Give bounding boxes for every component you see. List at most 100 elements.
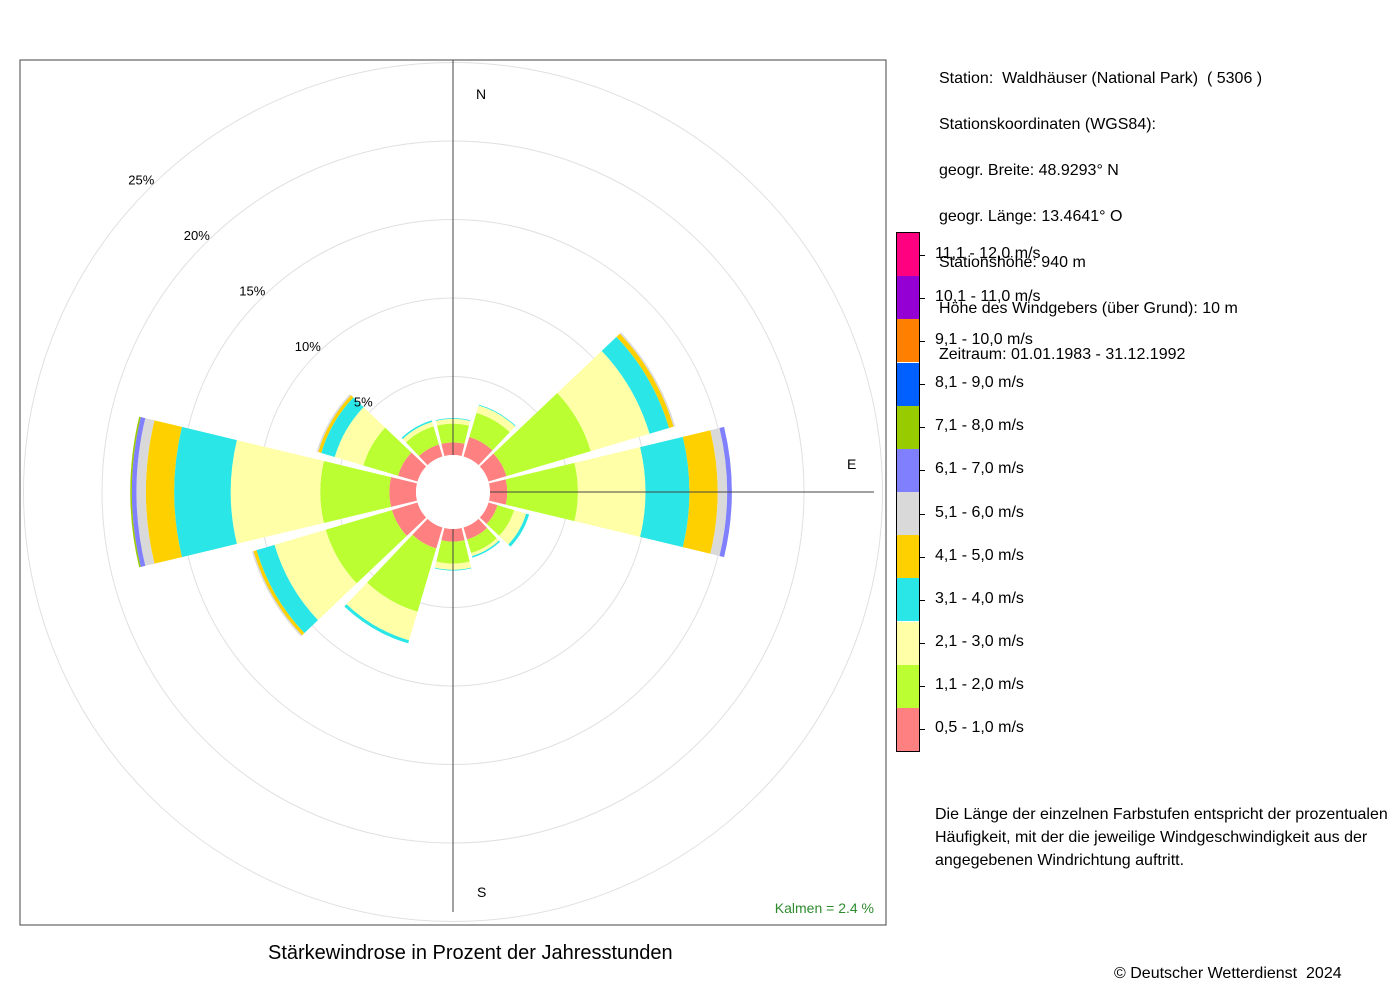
legend-label: 9,1 - 10,0 m/s (935, 330, 1033, 348)
legend-swatch (897, 233, 919, 277)
compass-n: N (476, 86, 486, 102)
wind-bar-60-class-3 (601, 336, 670, 434)
wind-bar-300-class-2 (334, 407, 386, 466)
legend-label: 6,1 - 7,0 m/s (935, 460, 1024, 478)
copyright: © Deutscher Wetterdienst 2024 (1114, 965, 1342, 982)
legend-swatch (897, 664, 919, 708)
legend-label: 8,1 - 9,0 m/s (935, 374, 1024, 392)
wind-bar-240-class-2 (274, 529, 357, 621)
wind-bar-240-class-1 (325, 510, 407, 584)
wind-bar-300-class-1 (363, 427, 412, 476)
legend-tick (920, 643, 925, 645)
wind-bar-30-class-2 (476, 405, 516, 433)
ring-labels: 5% 10% 15% 20% 25% (128, 172, 373, 409)
legend-label: 5,1 - 6,0 m/s (935, 503, 1024, 521)
legend-swatch (897, 362, 919, 406)
legend-tick (920, 599, 925, 601)
wind-bar-60-class-2 (557, 350, 650, 452)
legend-tick (920, 254, 925, 256)
legend-tick (920, 729, 925, 731)
legend-swatch (897, 621, 919, 665)
legend-swatch (897, 535, 919, 579)
time-period: Zeitraum: 01.01.1983 - 31.12.1992 (939, 346, 1186, 363)
wind-bar-180-class-3 (434, 567, 472, 571)
legend-tick (920, 297, 925, 299)
wind-bar-120-class-2 (499, 510, 527, 545)
legend-tick (920, 384, 925, 386)
legend-label: 1,1 - 2,0 m/s (935, 676, 1024, 694)
wind-bar-270-class-3 (174, 426, 237, 558)
wind-bar-300-class-4 (318, 395, 354, 453)
wind-bar-30-class-1 (469, 412, 510, 451)
wind-bar-330-class-2 (402, 421, 434, 443)
ring-label: 5% (354, 394, 373, 409)
wind-bar-270-class-0 (389, 477, 418, 507)
wind-bar-330-class-1 (405, 426, 439, 457)
wind-bar-270-class-6 (131, 417, 146, 567)
legend-tick (920, 686, 925, 688)
legend-label: 0,5 - 1,0 m/s (935, 719, 1024, 737)
wind-bar-270-class-7 (130, 416, 141, 568)
wind-bar-120-class-1 (486, 505, 515, 536)
wind-bar-240-class-3 (256, 544, 318, 634)
wind-bar-330-class-0 (418, 444, 443, 466)
anemometer-height: Höhe des Windgebers (über Grund): 10 m (939, 300, 1238, 317)
calm-label: Kalmen = 2.4 % (775, 900, 874, 916)
wind-bar-300-class-0 (397, 452, 427, 482)
wind-bar-30-class-0 (463, 436, 493, 466)
explanation-note: Die Länge der einzelnen Farbstufen entsp… (935, 806, 1388, 869)
ring-label: 15% (239, 283, 265, 298)
legend-swatch (897, 492, 919, 536)
station-info: Station: Waldhäuser (National Park) ( 53… (939, 44, 1262, 389)
wind-bar-210-class-2 (346, 582, 418, 641)
legend-tick (920, 427, 925, 429)
station-name: Station: Waldhäuser (National Park) ( 53… (939, 70, 1263, 87)
legend-label: 4,1 - 5,0 m/s (935, 546, 1024, 564)
legend-label: 11,1 - 12,0 m/s (935, 244, 1041, 262)
wind-bar-150-class-2 (471, 538, 500, 557)
wind-bar-150-class-1 (467, 527, 497, 554)
wind-bar-210-class-0 (412, 518, 443, 549)
wind-bar-150-class-0 (463, 518, 488, 540)
legend-swatch (897, 276, 919, 320)
wind-bar-270-class-1 (320, 461, 392, 523)
wind-rose-chart: 5% 10% 15% 20% 25% N E S Kalmen = 2.4 % (19, 59, 887, 926)
legend-tick (920, 340, 925, 342)
compass-s: S (477, 884, 486, 900)
wind-bar-240-class-4 (253, 550, 305, 636)
wind-bar-270-class-4 (145, 420, 182, 564)
compass-e: E (847, 456, 856, 472)
wind-bar-300-class-3 (321, 397, 364, 457)
wind-bar-210-class-3 (344, 604, 410, 644)
wind-bar-240-class-0 (391, 502, 427, 536)
legend-label: 3,1 - 4,0 m/s (935, 589, 1024, 607)
legend-tick (920, 556, 925, 558)
plot-frame (19, 59, 887, 926)
wind-bar-270-class-5 (136, 418, 155, 566)
station-longitude: geogr. Länge: 13.4641° O (939, 208, 1123, 225)
speed-legend (896, 232, 920, 752)
wind-bar-60-class-1 (493, 393, 591, 477)
wind-bar-120-class-3 (508, 513, 530, 547)
ring-label: 20% (184, 228, 210, 243)
legend-swatch (897, 405, 919, 449)
legend-label: 10,1 - 11,0 m/s (935, 287, 1041, 305)
legend-swatch (897, 319, 919, 363)
wind-bar-0-class-3 (435, 418, 471, 421)
wind-bar-60-class-4 (616, 333, 674, 428)
station-elevation: Stationshöhe: 940 m (939, 254, 1086, 271)
calm-center (416, 455, 490, 529)
legend-swatch (897, 707, 919, 751)
legend-label: 2,1 - 3,0 m/s (935, 633, 1024, 651)
legend-tick (920, 513, 925, 515)
ring-label: 10% (295, 339, 321, 354)
wind-bar-60-class-0 (479, 453, 507, 482)
wind-bar-150-class-3 (471, 540, 501, 558)
legend-label: 7,1 - 8,0 m/s (935, 417, 1024, 435)
wind-bar-120-class-0 (479, 502, 498, 524)
station-latitude: geogr. Breite: 48.9293° N (939, 162, 1119, 179)
ring-label: 25% (128, 172, 154, 187)
legend-swatch (897, 448, 919, 492)
wind-bar-210-class-1 (367, 534, 437, 612)
wind-bar-270-class-2 (230, 440, 324, 544)
